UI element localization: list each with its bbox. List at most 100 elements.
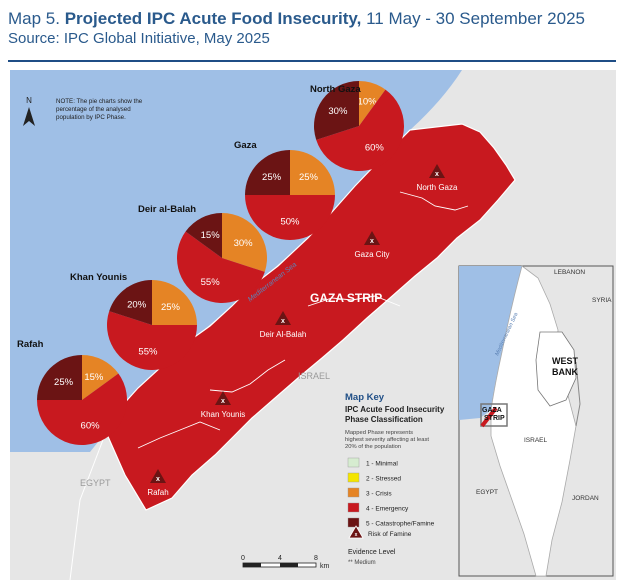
legend-item-phase-3: 3 - Crisis bbox=[347, 487, 392, 498]
north-arrow: N bbox=[23, 96, 35, 126]
risk-of-famine-icon-x: x bbox=[355, 532, 358, 538]
pie-slice-phase-3 bbox=[222, 212, 267, 272]
pie-slice-phase-4 bbox=[107, 311, 197, 370]
pie-title-rafah: Rafah bbox=[17, 339, 44, 350]
title-block: Map 5. Projected IPC Acute Food Insecuri… bbox=[8, 8, 585, 48]
risk-of-famine-icon bbox=[348, 525, 364, 539]
legend-swatch bbox=[347, 487, 360, 498]
pie-slice-label: 15% bbox=[201, 230, 221, 241]
legend-label: 4 - Emergency bbox=[366, 506, 409, 513]
famine-marker-north-gaza: x North Gaza bbox=[417, 164, 458, 192]
legend-desc-3: 20% of the population bbox=[345, 444, 401, 450]
inset-label-west-bank-2: BANK bbox=[552, 367, 578, 377]
gaza-strip-label: GAZA STRIP bbox=[310, 291, 382, 305]
title-rule bbox=[8, 60, 616, 62]
pie-slice-phase-5 bbox=[37, 355, 82, 400]
legend-label: 3 - Crisis bbox=[366, 491, 392, 498]
pie-slice-phase-5 bbox=[314, 81, 359, 140]
pie-slice-phase-4 bbox=[245, 195, 335, 240]
legend-items: 1 - Minimal 2 - Stressed 3 - Crisis 4 - Eme… bbox=[347, 457, 435, 528]
risk-of-famine-icon bbox=[150, 469, 166, 483]
scale-bar: 0 4 8 km bbox=[241, 555, 329, 570]
pie-slice-phase-5 bbox=[109, 280, 152, 325]
map-key: Map Key IPC Acute Food Insecurity Phase … bbox=[345, 392, 445, 539]
pie-slice-label: 55% bbox=[138, 346, 158, 357]
legend-label: 1 - Minimal bbox=[366, 461, 398, 468]
risk-of-famine-icon bbox=[364, 231, 380, 245]
border-khan-younis bbox=[137, 421, 221, 449]
border-deir-al-balah bbox=[209, 359, 286, 393]
evidence-title: Evidence Level bbox=[348, 549, 396, 556]
legend-subheading-2: Phase Classification bbox=[345, 415, 423, 424]
pie-slice-phase-4 bbox=[177, 231, 265, 303]
legend-desc-2: highest severity affecting at least bbox=[345, 437, 429, 443]
pie-slice-phase-3 bbox=[82, 355, 119, 400]
famine-marker-symbol: x bbox=[281, 318, 285, 325]
famine-markers: x North Gaza x Gaza City x Deir Al-Balah x Khan… bbox=[147, 164, 458, 497]
legend-item-phase-4: 4 - Emergency bbox=[347, 502, 409, 513]
gaza-strip-shape bbox=[105, 123, 516, 511]
inset-label-lebanon: LEBANON bbox=[554, 269, 585, 276]
inset-label-west-bank-1: WEST bbox=[552, 356, 579, 366]
famine-marker-deir-al-balah: x Deir Al-Balah bbox=[260, 311, 306, 339]
risk-of-famine-icon bbox=[429, 164, 445, 178]
inset-gaza-strip bbox=[480, 406, 498, 428]
famine-marker-rafah: x Rafah bbox=[147, 469, 169, 497]
scale-bar-seg-1 bbox=[243, 563, 261, 567]
note-line-3: population by IPC Phase. bbox=[56, 114, 126, 121]
inset-label-syria: SYRIA bbox=[592, 297, 612, 304]
pie-khan-younis: 25% 55% 20% bbox=[107, 280, 197, 370]
famine-marker-label: Khan Younis bbox=[201, 410, 246, 419]
pie-slice-label: 60% bbox=[81, 420, 101, 431]
pie-slice-label: 10% bbox=[358, 97, 378, 108]
pie-slice-label: 60% bbox=[365, 143, 385, 154]
inset-map: LEBANON SYRIA WEST BANK GAZA STRIP ISRAE… bbox=[458, 265, 614, 577]
map-title-dates: 11 May - 30 September 2025 bbox=[366, 9, 586, 28]
scale-tick-0: 0 bbox=[241, 555, 245, 562]
risk-of-famine-icon bbox=[275, 311, 291, 325]
scale-bar-seg-2 bbox=[280, 563, 298, 567]
pie-title-deir-al-balah: Deir al-Balah bbox=[138, 204, 196, 215]
north-arrow-icon bbox=[23, 107, 35, 126]
map-title: Map 5. Projected IPC Acute Food Insecuri… bbox=[8, 8, 585, 29]
pie-slice-label: 55% bbox=[201, 277, 221, 288]
border-north-gaza bbox=[399, 191, 469, 211]
pie-slice-phase-3 bbox=[359, 81, 386, 126]
pie-slice-label: 20% bbox=[127, 299, 147, 310]
legend-swatch bbox=[347, 457, 360, 468]
inset-jordan-river bbox=[575, 361, 581, 427]
pie-slice-label: 25% bbox=[299, 172, 319, 183]
egypt-border bbox=[69, 431, 107, 580]
pie-north-gaza: 10% 60% 30% bbox=[314, 81, 405, 171]
inset-label-egypt: EGYPT bbox=[476, 489, 498, 496]
north-arrow-letter: N bbox=[26, 96, 32, 105]
pie-gaza: 25% 50% 25% bbox=[245, 150, 335, 240]
famine-marker-symbol: x bbox=[370, 238, 374, 245]
pie-slice-label: 25% bbox=[161, 302, 181, 313]
legend-item-phase-2: 2 - Stressed bbox=[347, 472, 401, 483]
inset-label-jordan: JORDAN bbox=[572, 495, 599, 502]
legend-swatch bbox=[347, 517, 360, 528]
pie-title-khan-younis: Khan Younis bbox=[70, 272, 127, 283]
famine-marker-symbol: x bbox=[221, 398, 225, 405]
note-line-2: percentage of the analysed bbox=[56, 106, 131, 113]
note-line-1: NOTE: The pie charts show the bbox=[56, 98, 143, 105]
inset-label-israel: ISRAEL bbox=[524, 437, 548, 444]
famine-marker-label: North Gaza bbox=[417, 183, 458, 192]
famine-marker-symbol: x bbox=[435, 171, 439, 178]
pie-slice-label: 30% bbox=[328, 106, 348, 117]
pie-slice-phase-4 bbox=[316, 89, 405, 171]
evidence-value: ** Medium bbox=[348, 560, 376, 566]
legend-subheading-1: IPC Acute Food Insecurity bbox=[345, 405, 445, 414]
pie-title-north-gaza: North Gaza bbox=[310, 84, 361, 95]
pie-rafah: 15% 60% 25% bbox=[37, 355, 127, 445]
egypt-label: EGYPT bbox=[80, 478, 111, 488]
pie-title-gaza: Gaza bbox=[234, 140, 257, 151]
scale-tick-4: 4 bbox=[278, 555, 282, 562]
map-title-bold: Projected IPC Acute Food Insecurity, bbox=[64, 9, 362, 28]
pie-slice-phase-3 bbox=[152, 280, 197, 325]
pie-deir-al-balah: 30% 55% 15% bbox=[177, 212, 267, 303]
inset-gaza-highlight bbox=[480, 403, 508, 427]
pie-slice-phase-5 bbox=[245, 150, 290, 195]
